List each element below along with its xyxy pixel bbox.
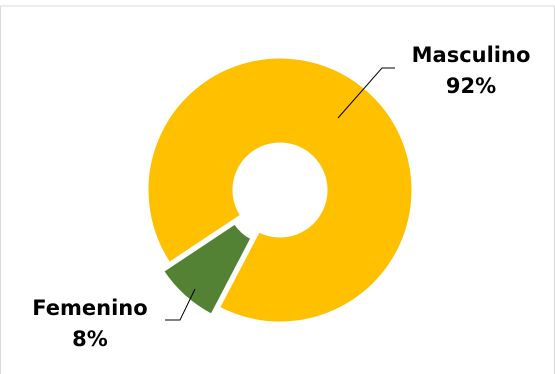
slices-group	[145, 55, 415, 325]
label-masculino-name: Masculino	[412, 43, 531, 67]
leader-line-femenino	[165, 288, 196, 321]
slice-femenino	[160, 220, 255, 318]
label-femenino-percent: 8%	[72, 327, 108, 351]
label-femenino-name: Femenino	[32, 296, 147, 320]
leader-line-masculino	[337, 67, 395, 119]
label-masculino-percent: 92%	[446, 74, 496, 98]
slice-masculino	[145, 55, 415, 325]
